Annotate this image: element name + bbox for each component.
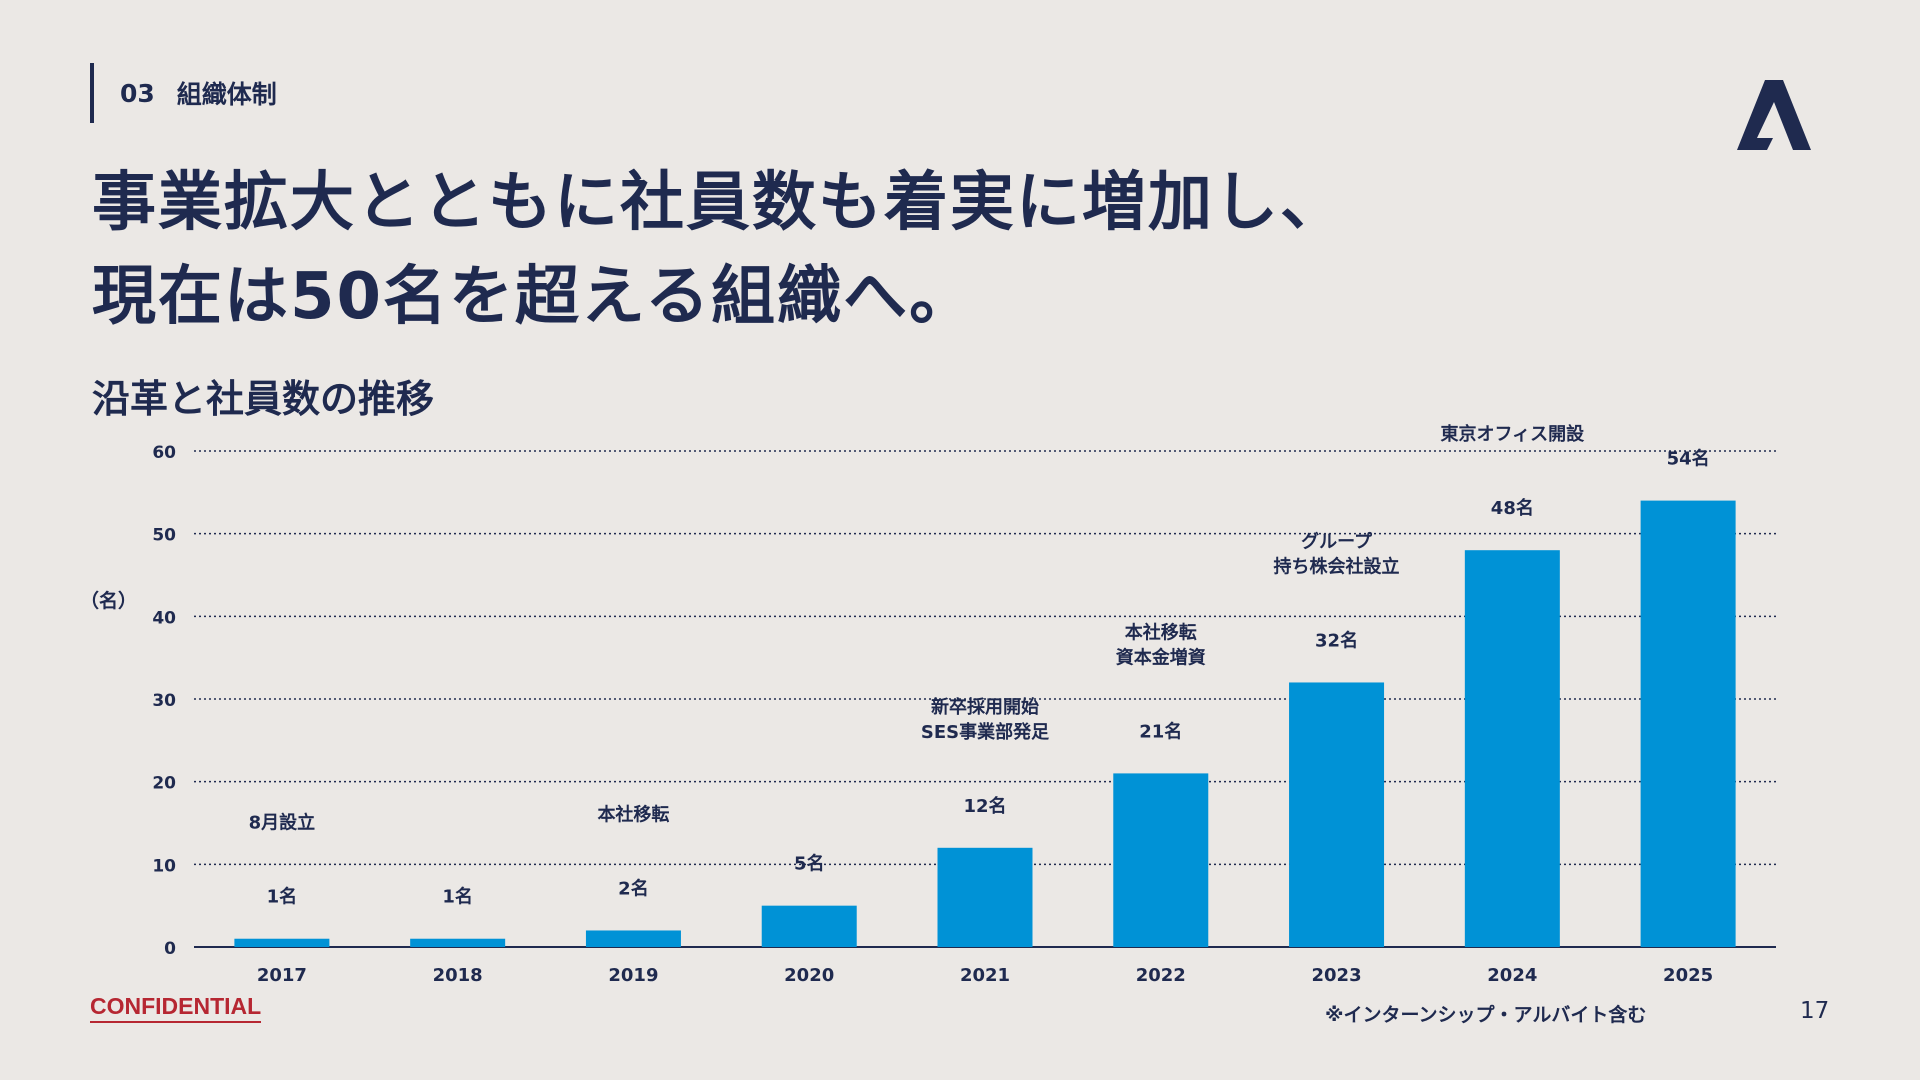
- x-tick-label: 2017: [257, 965, 307, 986]
- x-tick-label: 2021: [960, 965, 1010, 986]
- value-label: 32名: [1315, 629, 1358, 651]
- x-tick-label: 2023: [1312, 965, 1362, 986]
- event-label: 東京オフィス開設: [1441, 423, 1586, 445]
- event-label: SES事業部発足: [921, 721, 1049, 743]
- event-label: 資本金増資: [1116, 646, 1206, 668]
- bar-2022: [1113, 773, 1209, 947]
- x-tick-label: 2024: [1487, 965, 1537, 986]
- value-label: 5名: [794, 853, 825, 875]
- confidential-mark: CONFIDENTIAL: [90, 993, 262, 1023]
- y-tick-label: 60: [152, 443, 176, 463]
- event-label: 持ち株会社設立: [1274, 555, 1400, 577]
- event-label: 本社移転: [1125, 621, 1197, 643]
- logo-mark: [1737, 80, 1811, 150]
- x-tick-label: 2025: [1663, 965, 1713, 986]
- page-number: 17: [1800, 998, 1830, 1024]
- x-tick-label: 2018: [433, 965, 483, 986]
- value-label: 12名: [963, 795, 1006, 817]
- section-title: 組織体制: [176, 80, 277, 109]
- x-tick-label: 2020: [784, 965, 834, 986]
- event-label: 本社移転: [597, 803, 669, 825]
- bar-2023: [1289, 682, 1385, 947]
- y-tick-label: 50: [152, 526, 176, 546]
- chart-bars: [234, 500, 1736, 947]
- event-label: 8月設立: [249, 812, 316, 834]
- page-headline: 事業拡大とともに社員数も着実に増加し、 現在は50名を超える組織へ。: [92, 156, 1346, 344]
- headline-line-1: 事業拡大とともに社員数も着実に増加し、: [92, 166, 1346, 240]
- value-label: 48名: [1491, 497, 1534, 519]
- event-label: グループ: [1301, 530, 1373, 552]
- bar-2024: [1464, 550, 1560, 947]
- value-label: 1名: [442, 886, 473, 908]
- bar-2017: [234, 938, 330, 947]
- y-tick-label: 0: [164, 939, 176, 959]
- footnote: ※インターンシップ・アルバイト含む: [1325, 1004, 1647, 1026]
- event-label: 新卒採用開始: [931, 696, 1039, 718]
- chart-subtitle: 沿革と社員数の推移: [92, 377, 435, 421]
- y-tick-label: 10: [152, 856, 176, 876]
- value-label: 1名: [267, 886, 298, 908]
- bar-2018: [410, 938, 506, 947]
- y-axis-unit-label: （名）: [80, 590, 138, 612]
- bar-2019: [585, 930, 681, 947]
- x-tick-label: 2022: [1136, 965, 1186, 986]
- section-label: 03 組織体制: [90, 63, 277, 123]
- value-label: 21名: [1139, 720, 1182, 742]
- section-number: 03: [120, 78, 155, 108]
- chart-labels: 0 10 20 30 40 50 60 2017 1名 8月設立 2018 1名 2019 2名 本社移転 2…: [152, 423, 1713, 986]
- y-tick-label: 40: [152, 608, 176, 628]
- value-label: 2名: [618, 877, 649, 899]
- bar-2020: [761, 905, 857, 947]
- value-label: 54名: [1667, 448, 1710, 470]
- x-tick-label: 2019: [608, 965, 658, 986]
- bar-2025: [1640, 500, 1736, 947]
- y-tick-label: 30: [152, 691, 176, 711]
- company-logo: [1737, 80, 1811, 150]
- bar-2021: [937, 847, 1033, 947]
- headline-line-2: 現在は50名を超える組織へ。: [92, 260, 976, 334]
- y-tick-label: 20: [152, 774, 176, 794]
